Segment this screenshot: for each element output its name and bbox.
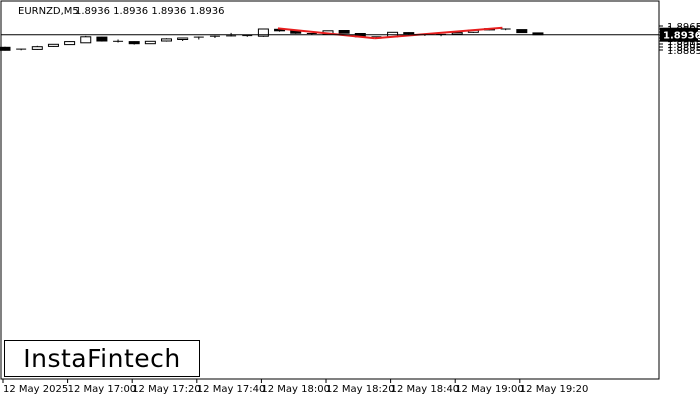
candle-body-bullish: [47, 43, 59, 47]
y-tick-label: 1.8885: [667, 46, 700, 57]
x-tick-label: 12 May 17:00: [68, 384, 137, 395]
double-top-pattern: [277, 26, 503, 40]
price-label-box: [660, 27, 698, 42]
symbol-label: EURNZD,M5: [18, 6, 79, 17]
plot-area: [0, 0, 660, 380]
candle-body-bullish: [161, 38, 172, 42]
current-price-line: 1.8936: [1, 27, 700, 42]
candle-body-bullish: [64, 41, 76, 46]
price-label: 1.8936: [663, 31, 700, 42]
x-tick-label: 12 May 19:00: [455, 384, 524, 395]
candle-body-bearish: [128, 41, 140, 45]
instafintech-logo: InstaFintech: [4, 340, 200, 377]
y-tick-label: 1.8965: [667, 22, 700, 33]
ohlc-readout: 1.8936 1.8936 1.8936 1.8936: [75, 6, 225, 17]
candle-body-bearish: [516, 29, 528, 34]
candle-body-bullish: [31, 46, 43, 50]
candle-body-bearish: [0, 46, 11, 51]
candle-body-bearish: [403, 32, 415, 35]
y-tick-label: 1.8905: [667, 40, 700, 51]
x-tick-label: 12 May 17:20: [132, 384, 201, 395]
candle-body-bullish: [80, 36, 92, 44]
x-tick-label: 12 May 18:00: [261, 384, 330, 395]
y-tick-label: 1.8895: [667, 43, 700, 54]
candle-body-bullish: [451, 32, 463, 35]
candle-body-bullish: [177, 37, 189, 40]
candle-body-bullish: [257, 28, 269, 37]
x-tick-label: 12 May 19:20: [520, 384, 589, 395]
candle-body-bearish: [96, 36, 108, 42]
x-tick-label: 12 May 18:40: [391, 384, 460, 395]
candle-body-bullish: [144, 40, 156, 45]
pattern-line: [374, 26, 503, 40]
y-tick-label: 1.8915: [667, 37, 700, 48]
pattern-line: [277, 27, 375, 40]
logo-text: InstaFintech: [23, 344, 181, 373]
candle-body-bearish: [338, 30, 350, 34]
x-tick-label: 12 May 18:20: [326, 384, 395, 395]
x-tick-label: 12 May 17:40: [197, 384, 266, 395]
x-tick-label: 12 May 2025: [3, 384, 68, 395]
